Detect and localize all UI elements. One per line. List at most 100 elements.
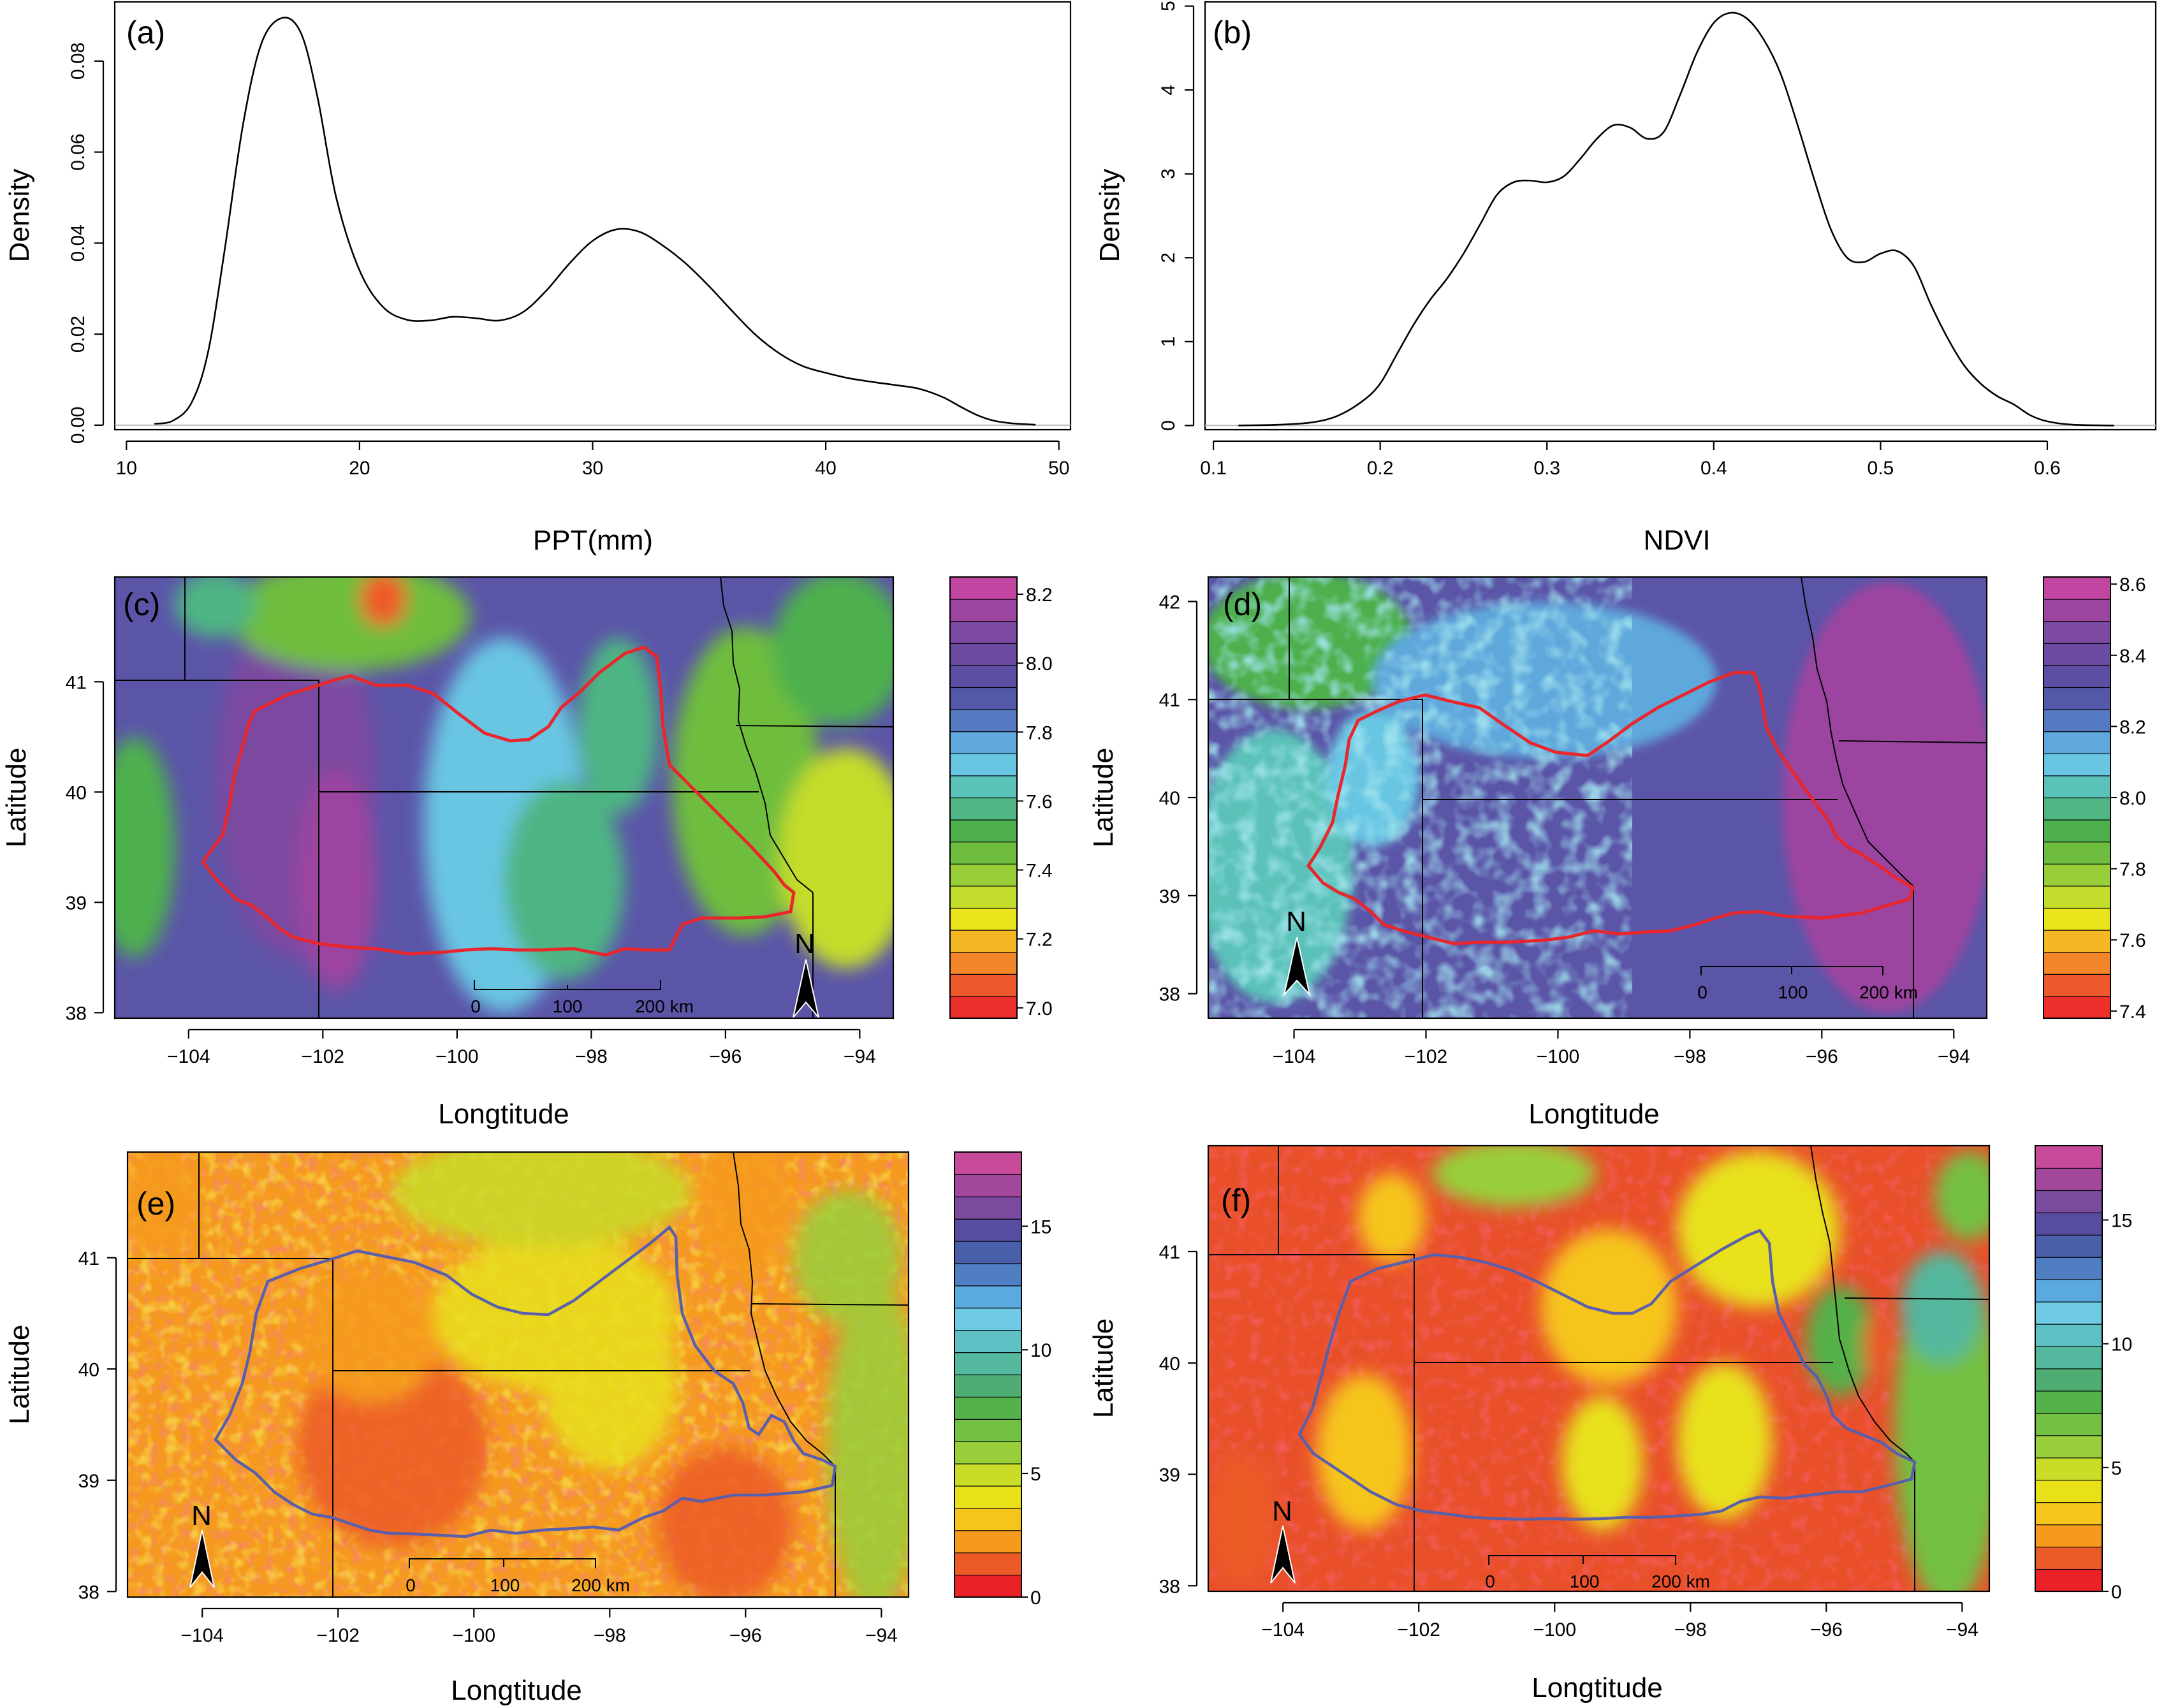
panel-d-north-arrow: N bbox=[1283, 906, 1311, 997]
panel-d-colorbar-label: 7.8 bbox=[2119, 859, 2146, 880]
panel-c-x-tick-label: −104 bbox=[167, 1046, 210, 1067]
panel-a-x-tick-label: 30 bbox=[582, 458, 603, 479]
panel-c-north-arrow: N bbox=[793, 928, 819, 1018]
panel-a-y-axis: 0.00 0.02 0.04 0.06 0.08 bbox=[68, 43, 105, 444]
panel-f-scale-0: 0 bbox=[1485, 1572, 1495, 1591]
panel-d-colorbar-swatch bbox=[2043, 620, 2111, 644]
panel-c-colorbar-swatch bbox=[949, 819, 1018, 843]
panel-f-xlabel: Longtitude bbox=[1532, 1672, 1663, 1704]
panel-e-colorbar: 0 5 10 15 bbox=[954, 1151, 1051, 1609]
panel-c-colorbar-label: 7.6 bbox=[1026, 791, 1053, 812]
panel-c-x-tick-label: −94 bbox=[844, 1046, 876, 1067]
panel-c-colorbar-label: 7.2 bbox=[1026, 930, 1053, 951]
panel-a-y-tick-label: 0.02 bbox=[68, 316, 89, 353]
panel-a-ppt-density: 10 20 30 40 50 0.00 0.02 0.04 0.06 0.08 (a) PPT(… bbox=[4, 1, 1072, 556]
panel-e-colorbar-swatch bbox=[954, 1329, 1022, 1354]
panel-d-colorbar-swatch bbox=[2043, 708, 2111, 733]
panel-e-colorbar-swatch bbox=[954, 1151, 1022, 1176]
panel-e-x-tick-label: −104 bbox=[180, 1625, 224, 1646]
panel-f-x-tick-label: −98 bbox=[1674, 1619, 1707, 1640]
panel-c-scale-0: 0 bbox=[471, 996, 481, 1016]
panel-c-x-axis: −104 −102 −100 −98 −96 −94 bbox=[167, 1028, 876, 1067]
panel-d-x-tick-label: −100 bbox=[1537, 1046, 1580, 1067]
panel-f-x-tick-label: −100 bbox=[1533, 1619, 1576, 1640]
panel-e-contours bbox=[128, 1152, 909, 1597]
panel-d-colorbar-swatch bbox=[2043, 819, 2111, 843]
panel-c-contour-blob bbox=[779, 748, 893, 969]
panel-d-scale-bar: 0 100 200 km bbox=[1697, 966, 1918, 1002]
panel-c-colorbar-swatch bbox=[949, 775, 1018, 799]
panel-e-colorbar-swatch bbox=[954, 1196, 1022, 1220]
panel-b-y-tick-label: 1 bbox=[1158, 337, 1179, 347]
panel-f-y-axis: 38 39 40 41 bbox=[1159, 1242, 1198, 1597]
panel-c-colorbar-swatch bbox=[949, 885, 1018, 909]
panel-e-map: 0 100 200 km N −104 −102 −100 −98 −96 −94 383… bbox=[4, 1151, 1051, 1706]
panel-d-colorbar-swatch bbox=[2043, 576, 2111, 600]
panel-b-x-axis: 0.1 0.2 0.3 0.4 0.5 0.6 bbox=[1200, 440, 2061, 479]
panel-c-contour-blob bbox=[115, 736, 175, 958]
panel-e-xlabel: Longtitude bbox=[451, 1675, 582, 1706]
panel-c-colorbar-swatch bbox=[949, 995, 1018, 1019]
panel-f-contour-blob bbox=[1677, 1362, 1773, 1519]
panel-b-label: (b) bbox=[1213, 15, 1252, 50]
panel-b-ylabel: Density bbox=[1094, 169, 1125, 263]
panel-c-contour-blob bbox=[296, 770, 377, 991]
panel-f-x-tick-label: −104 bbox=[1261, 1619, 1305, 1640]
panel-e-contour-blob bbox=[303, 1269, 440, 1403]
panel-d-north-arrow-icon bbox=[1283, 937, 1311, 997]
panel-e-x-tick-label: −94 bbox=[865, 1625, 898, 1646]
panel-d-colorbar: 7.4 7.6 7.8 8.0 8.2 8.4 8.6 bbox=[2043, 574, 2146, 1023]
panel-d-colorbar-swatch bbox=[2043, 951, 2111, 975]
panel-f-colorbar-label: 10 bbox=[2111, 1334, 2132, 1355]
panel-a-x-axis: 10 20 30 40 50 bbox=[116, 440, 1069, 479]
panel-f-colorbar-swatch bbox=[2035, 1479, 2103, 1503]
panel-c-colorbar-swatch bbox=[949, 643, 1018, 666]
panel-e-label: (e) bbox=[136, 1186, 175, 1222]
panel-b-y-tick-label: 0 bbox=[1158, 420, 1179, 431]
panel-e-contour-blob bbox=[128, 1152, 203, 1258]
panel-e-contour-blob bbox=[793, 1191, 902, 1325]
panel-a-ylabel: Density bbox=[4, 169, 35, 263]
panel-f-colorbar-swatch bbox=[2035, 1190, 2103, 1213]
panel-d-field bbox=[1208, 577, 1987, 1018]
panel-c-scale-200: 200 km bbox=[635, 996, 694, 1016]
panel-f-contours bbox=[1208, 1146, 1989, 1591]
panel-d-colorbar-swatch bbox=[2043, 775, 2111, 799]
panel-c-y-tick-label: 41 bbox=[66, 672, 87, 693]
panel-c-y-axis: 38 39 40 41 bbox=[66, 672, 105, 1024]
panel-c-colorbar-label: 7.8 bbox=[1026, 722, 1053, 743]
panel-c-colorbar-swatch bbox=[949, 863, 1018, 887]
panel-e-north-arrow-icon bbox=[189, 1529, 215, 1588]
panel-f-y-tick-label: 40 bbox=[1159, 1354, 1180, 1375]
panel-f-basin-outline bbox=[1298, 1229, 1917, 1521]
panel-e-colorbar-swatch bbox=[954, 1285, 1022, 1309]
panel-f-scale-bar: 0 100 200 km bbox=[1485, 1555, 1710, 1591]
panel-a-xlabel: PPT(mm) bbox=[533, 525, 653, 556]
panel-e-y-tick-label: 38 bbox=[78, 1582, 99, 1603]
panel-b-x-tick-label: 0.3 bbox=[1533, 458, 1560, 479]
panel-f-colorbar-label: 5 bbox=[2111, 1458, 2122, 1479]
panel-c-contour-blob bbox=[772, 577, 893, 726]
panel-d-x-tick-label: −102 bbox=[1405, 1046, 1448, 1067]
panel-d-y-tick-label: 41 bbox=[1159, 690, 1180, 711]
panel-b-frame bbox=[1204, 1, 2157, 431]
panel-f-colorbar: 0 5 10 15 bbox=[2035, 1145, 2132, 1603]
panel-d-label: (d) bbox=[1223, 587, 1262, 622]
panel-c-x-tick-label: −102 bbox=[302, 1046, 345, 1067]
panel-e-colorbar-label: 0 bbox=[1030, 1588, 1041, 1609]
panel-f-contour-blob bbox=[1561, 1396, 1643, 1530]
panel-b-x-tick-label: 0.6 bbox=[2034, 458, 2061, 479]
panel-c-contour-blob bbox=[360, 577, 407, 627]
panel-c-colorbar-swatch bbox=[949, 708, 1018, 733]
panel-f-state-borders bbox=[1208, 1145, 1990, 1591]
panel-a-frame bbox=[113, 1, 1072, 431]
panel-a-x-tick-label: 20 bbox=[349, 458, 370, 479]
panel-e-colorbar-swatch bbox=[954, 1396, 1022, 1420]
panel-d-state-borders bbox=[1208, 576, 1987, 1018]
panel-f-contour-blob bbox=[1540, 1229, 1677, 1385]
panel-e-y-tick-label: 40 bbox=[78, 1359, 99, 1380]
panel-c-colorbar: 7.0 7.2 7.4 7.6 7.8 8.0 8.2 bbox=[949, 576, 1053, 1019]
panel-a-y-tick-label: 0.06 bbox=[68, 133, 89, 170]
panel-e-contour-blob bbox=[698, 1152, 793, 1280]
panel-e-colorbar-swatch bbox=[954, 1507, 1022, 1531]
